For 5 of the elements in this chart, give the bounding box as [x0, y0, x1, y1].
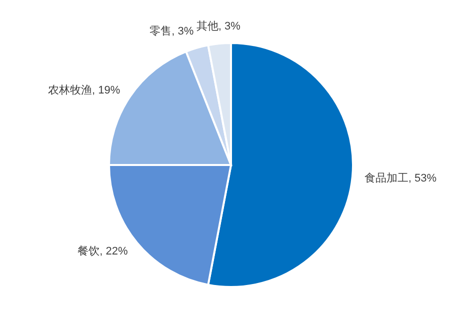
slice-label: 餐饮, 22% — [78, 245, 128, 258]
slice-label: 食品加工, 53% — [364, 172, 437, 185]
slice-label: 其他, 3% — [196, 20, 241, 33]
slice-label: 零售, 3% — [150, 25, 194, 38]
slice-label: 农林牧渔, 19% — [48, 84, 120, 97]
